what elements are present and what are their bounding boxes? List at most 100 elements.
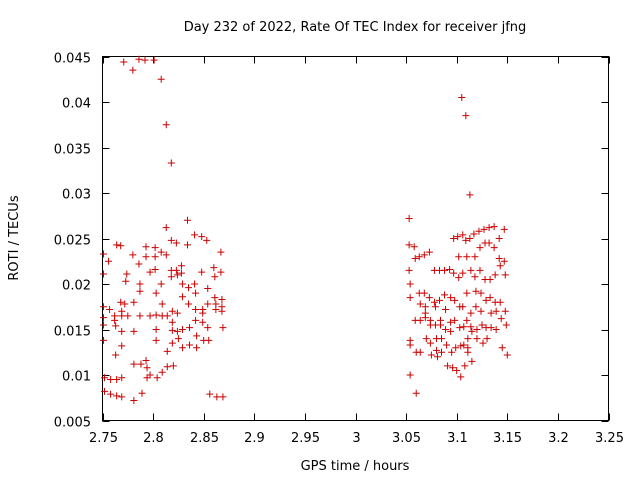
data-point [450, 235, 458, 242]
data-point [218, 295, 226, 303]
data-point [450, 269, 458, 277]
data-point [496, 262, 504, 270]
data-point [118, 393, 126, 401]
data-point [485, 224, 493, 232]
x-tick-label: 2.95 [291, 431, 320, 446]
data-point [457, 342, 465, 350]
data-point [121, 300, 129, 308]
data-point [416, 300, 424, 308]
data-point [442, 326, 450, 333]
data-point [457, 373, 465, 381]
data-point [462, 236, 470, 244]
data-point [146, 371, 154, 379]
data-point [142, 356, 150, 364]
data-point [130, 327, 138, 335]
data-point [487, 309, 495, 317]
data-point [473, 335, 481, 343]
data-point [492, 326, 500, 333]
data-point [150, 56, 158, 64]
x-tick-label: 3.2 [548, 431, 569, 446]
data-point [463, 289, 471, 297]
data-point [420, 251, 428, 259]
data-point [184, 216, 192, 224]
data-point [444, 362, 452, 370]
data-point [463, 316, 471, 324]
data-point [447, 327, 455, 335]
data-point [157, 248, 165, 256]
x-tick-label: 3.05 [392, 431, 421, 446]
data-point [406, 341, 414, 349]
data-point [152, 289, 160, 297]
data-point [466, 191, 474, 199]
data-point [178, 293, 186, 301]
data-point [464, 348, 472, 356]
data-point [426, 339, 434, 347]
data-point [203, 236, 211, 244]
data-point [468, 327, 476, 335]
data-point [460, 323, 468, 331]
data-point [174, 335, 182, 343]
data-point [141, 56, 149, 64]
data-point [416, 316, 424, 324]
data-point [142, 253, 150, 261]
data-point [167, 159, 175, 167]
data-point [410, 243, 418, 251]
data-point [124, 312, 132, 320]
plot-frame [102, 56, 609, 421]
data-point [500, 225, 508, 233]
data-point [441, 266, 449, 274]
data-point [157, 75, 165, 83]
data-point [184, 241, 192, 249]
data-point [459, 269, 467, 277]
data-point [100, 336, 108, 344]
data-point [168, 318, 176, 326]
data-point [212, 305, 220, 313]
data-point [178, 326, 186, 333]
data-point [471, 253, 479, 261]
y-tick-label: 0.02 [62, 279, 91, 294]
data-point [107, 390, 115, 398]
data-point [210, 264, 218, 272]
data-point [162, 121, 170, 129]
data-point [191, 280, 199, 288]
data-point [186, 341, 194, 349]
data-point [446, 265, 454, 273]
data-point [136, 287, 144, 295]
data-point [101, 387, 109, 395]
data-point [112, 351, 120, 359]
data-point [466, 235, 474, 242]
data-point [118, 312, 126, 320]
data-point [452, 344, 460, 352]
data-point [100, 321, 108, 329]
data-point [430, 298, 438, 306]
data-point [130, 396, 138, 404]
data-point [192, 305, 200, 313]
y-tick-label: 0.035 [54, 143, 91, 158]
data-point [449, 364, 457, 372]
data-point [405, 214, 413, 222]
data-point [486, 294, 494, 302]
data-point [192, 289, 200, 297]
data-point [118, 327, 126, 335]
data-point [198, 268, 206, 276]
data-point [168, 307, 176, 315]
data-point [405, 266, 413, 274]
data-point [432, 346, 440, 354]
data-point [441, 291, 449, 299]
data-point [490, 244, 498, 252]
data-point [447, 294, 455, 302]
data-point [503, 351, 511, 359]
data-point [467, 323, 475, 331]
data-point [487, 324, 495, 332]
data-point [497, 315, 505, 323]
data-point [192, 316, 200, 324]
data-point [129, 251, 137, 259]
y-axis: 0.005 0.01 0.015 0.02 0.025 0.03 0.035 0.04 0.04… [54, 52, 609, 431]
data-point [219, 324, 227, 332]
data-point [111, 316, 119, 324]
data-point [459, 231, 467, 239]
data-point [120, 58, 128, 66]
data-point [153, 374, 161, 382]
data-point [451, 316, 459, 324]
